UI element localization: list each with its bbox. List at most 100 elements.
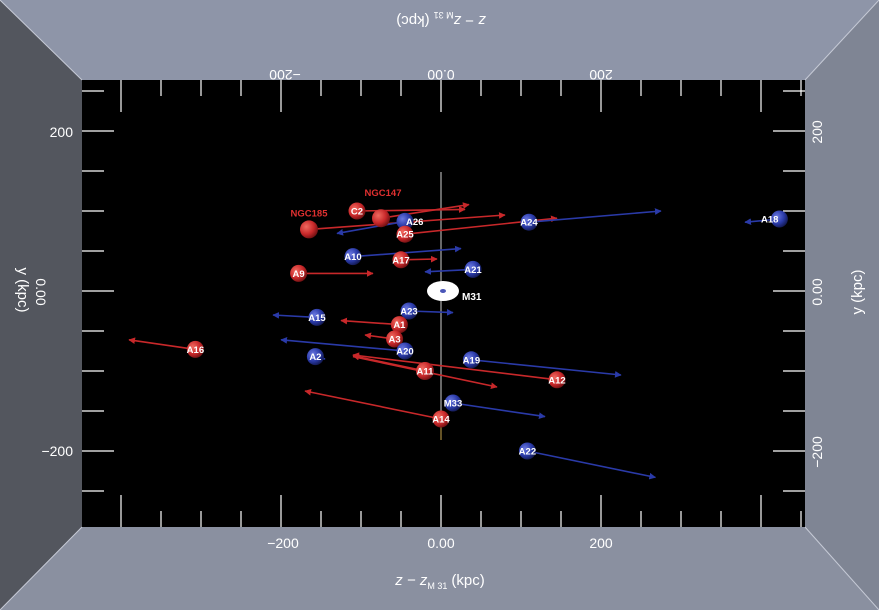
satellite-marker: [444, 394, 462, 412]
top-axis-title-text: z − z: [453, 12, 487, 29]
m31-disk: [427, 281, 459, 301]
satellite-marker: [186, 340, 204, 358]
satellite-m33: M33: [444, 394, 462, 412]
satellite-label: A26: [406, 217, 423, 228]
frame-right-panel: [805, 0, 879, 610]
top-tick-label: 0.00: [427, 67, 454, 83]
satellite-label: NGC185: [291, 208, 329, 219]
satellite-marker: [520, 213, 538, 231]
left-tick-labels: 200 −200 0.00: [33, 124, 73, 459]
x-axis-title-sub: M 31: [427, 581, 447, 591]
satellite-label: A12: [548, 375, 565, 386]
frame-left-panel: [0, 0, 82, 610]
m31-label: M31: [462, 292, 482, 303]
satellite-a17: A17: [392, 251, 410, 269]
satellite-label: A25: [396, 230, 414, 241]
satellite-label: A9: [293, 269, 305, 280]
satellite-label: A21: [464, 265, 482, 276]
y-tick-label: −200: [41, 443, 73, 459]
top-axis-title-sub: M 31: [434, 10, 454, 20]
satellite-a23: A23: [400, 302, 418, 320]
velocity-arrow-a1: [340, 317, 400, 326]
satellite-marker: [300, 220, 318, 239]
satellite-a2: A2: [306, 348, 324, 366]
y-tick-label: 0.00: [809, 278, 825, 305]
satellite-marker: [396, 225, 414, 243]
satellite-label: A11: [417, 367, 435, 378]
y-tick-label: 200: [50, 124, 74, 140]
satellite-a21: A21: [464, 260, 482, 278]
satellite-a1: A1: [390, 316, 408, 334]
x-tick-label: −200: [267, 535, 299, 551]
satellite-label: A2: [309, 352, 321, 363]
satellite-label: A10: [344, 252, 361, 263]
velocity-arrows: [128, 202, 780, 480]
satellite-marker: [390, 316, 408, 334]
satellite-marker: [464, 260, 482, 278]
svg-text:z − zM 31(kpc): z − zM 31 (kpc): [394, 572, 484, 591]
satellite-a22: A22: [518, 442, 536, 460]
right-tick-labels: 200 0.00 −200: [809, 120, 825, 468]
y-tick-label: −200: [809, 436, 825, 468]
frame-bottom-panel: [0, 527, 879, 610]
velocity-arrow-a14: [304, 388, 442, 420]
satellite-label: A20: [396, 347, 413, 358]
satellite-label: A18: [761, 215, 778, 226]
satellite-a3: A3: [386, 330, 404, 348]
satellite-c2: C2: [348, 202, 366, 220]
satellite-a20: A20: [396, 342, 414, 360]
satellite-ngc147: NGC147: [365, 188, 401, 228]
x-tick-label: 0.00: [427, 535, 454, 551]
frame-edge: [0, 526, 83, 610]
satellite-marker: [396, 342, 414, 360]
satellite-a11: A11: [416, 362, 434, 380]
top-axis-title-unit: (kpc): [396, 12, 429, 29]
velocity-arrow-a19: [471, 359, 622, 378]
top-tick-labels: 200 0.00 −200: [269, 67, 613, 83]
satellite-a14: A14: [432, 410, 450, 428]
satellite-label: A14: [432, 415, 450, 426]
m31-core: [440, 289, 446, 293]
axis-ticks: [82, 80, 805, 527]
satellite-label: A22: [519, 447, 536, 458]
x-axis-title-unit: (kpc): [451, 572, 484, 589]
top-tick-label: −200: [269, 67, 301, 83]
satellite-label: A15: [308, 313, 326, 324]
satellite-marker: [308, 308, 326, 326]
x-axis-title: z − z: [394, 572, 428, 589]
frame-top-panel: [0, 0, 879, 80]
velocity-arrow-a16: [128, 337, 196, 351]
satellite-a10: A10: [344, 248, 362, 266]
satellite-a26: A26: [396, 212, 423, 230]
velocity-arrow-a22: [527, 450, 657, 480]
velocity-arrow-c2: [356, 206, 466, 213]
satellite-marker: [416, 362, 434, 380]
left-axis-title: y (kpc): [14, 268, 31, 313]
bottom-tick-labels: −200 0.00 200: [267, 535, 613, 551]
satellite-marker: [396, 212, 414, 230]
satellite-marker: [290, 264, 308, 282]
satellite-marker: [770, 210, 788, 228]
velocity-arrow-ngc147: [380, 202, 470, 219]
satellite-a9: A9: [290, 264, 308, 282]
velocity-arrow-a20: [280, 336, 406, 352]
satellite-marker: [372, 209, 390, 228]
satellite-a12: A12: [548, 371, 566, 389]
satellite-a15: A15: [308, 308, 326, 326]
satellite-marker: [518, 442, 536, 460]
top-axis-title: z − zM 31 (kpc): [396, 10, 486, 29]
satellite-a24: A24: [520, 213, 538, 231]
y-tick-label: 200: [809, 120, 825, 144]
satellite-label: A19: [463, 355, 480, 366]
x-tick-label: 200: [589, 535, 613, 551]
satellite-marker: [344, 248, 362, 266]
y-tick-label: 0.00: [33, 278, 49, 305]
satellite-marker: [462, 351, 480, 369]
right-axis-title: y (kpc): [849, 269, 866, 314]
satellite-label: C2: [351, 207, 363, 218]
satellite-marker: [432, 410, 450, 428]
satellite-marker: [400, 302, 418, 320]
velocity-arrow-a10: [352, 245, 462, 258]
